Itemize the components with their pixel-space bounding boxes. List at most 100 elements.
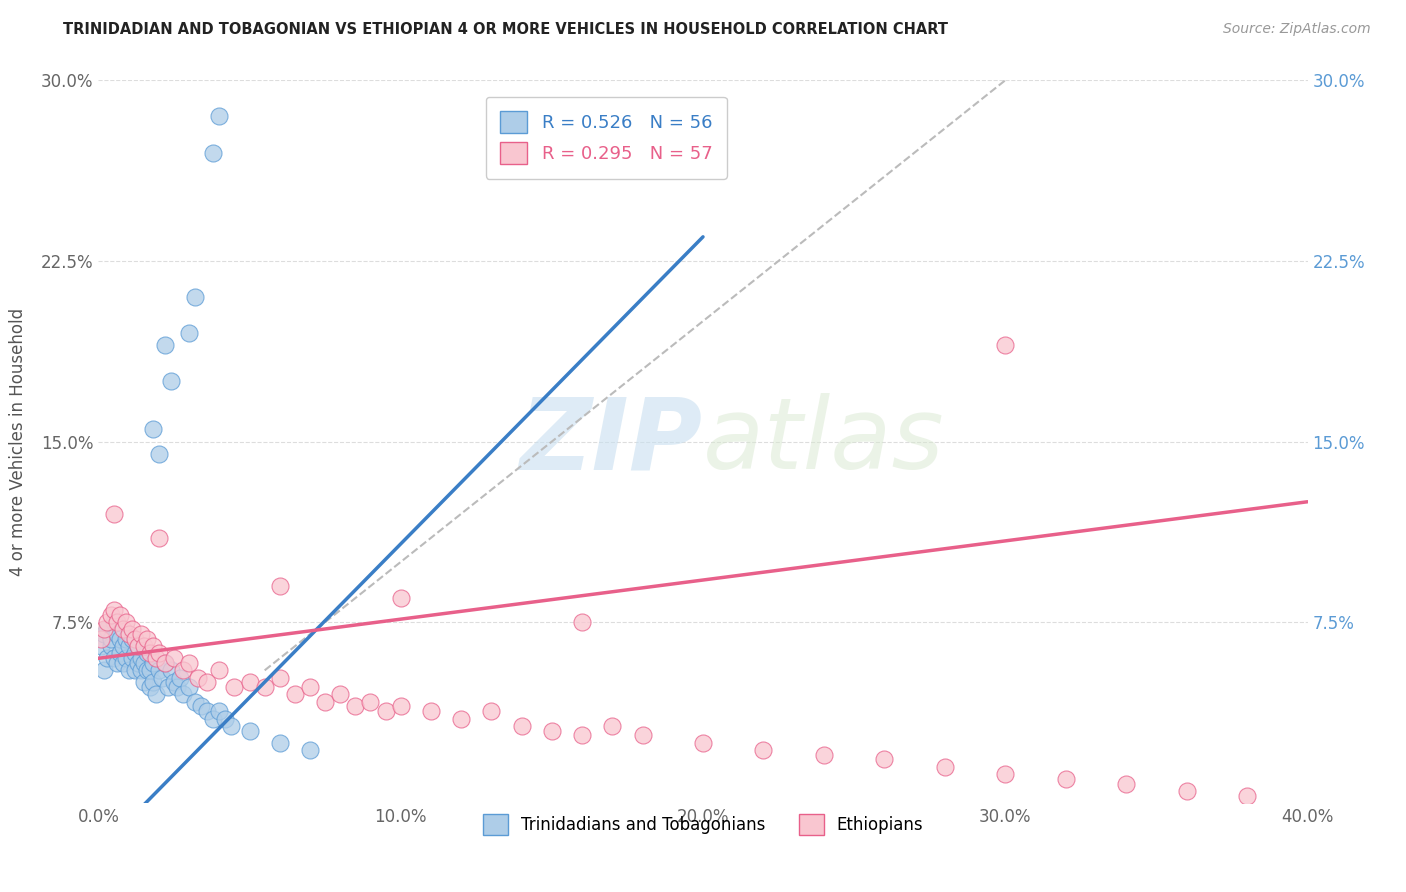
Point <box>103 603 125 617</box>
Point <box>153 656 176 670</box>
Point <box>389 699 412 714</box>
Point <box>813 747 835 762</box>
Point <box>118 639 141 653</box>
Point <box>202 712 225 726</box>
Point <box>224 680 246 694</box>
Point <box>96 651 118 665</box>
Point <box>239 675 262 690</box>
Point <box>103 651 125 665</box>
Point <box>360 695 382 709</box>
Text: atlas: atlas <box>703 393 945 490</box>
Point <box>752 743 775 757</box>
Point <box>299 743 322 757</box>
Point <box>284 687 307 701</box>
Point <box>172 687 194 701</box>
Point <box>1054 772 1077 786</box>
Point <box>156 680 179 694</box>
Point <box>108 647 131 661</box>
Point <box>127 639 149 653</box>
Point <box>420 704 443 718</box>
Point <box>121 623 143 637</box>
Point <box>132 656 155 670</box>
Point <box>129 651 152 665</box>
Point <box>208 109 231 123</box>
Point <box>114 632 136 646</box>
Point <box>124 632 146 646</box>
Point <box>450 712 472 726</box>
Text: ZIP: ZIP <box>520 393 703 490</box>
Point <box>184 695 207 709</box>
Point <box>169 671 191 685</box>
Point <box>190 699 212 714</box>
Point <box>96 615 118 630</box>
Point <box>571 728 593 742</box>
Point <box>510 719 533 733</box>
Point <box>150 671 173 685</box>
Point <box>602 719 624 733</box>
Point <box>269 735 291 749</box>
Point <box>1115 776 1137 790</box>
Point <box>145 687 167 701</box>
Point <box>179 656 201 670</box>
Point <box>93 664 115 678</box>
Point <box>124 647 146 661</box>
Point <box>374 704 396 718</box>
Point <box>103 615 125 630</box>
Point <box>124 664 146 678</box>
Point <box>153 338 176 352</box>
Point <box>105 627 128 641</box>
Point <box>114 615 136 630</box>
Point <box>135 632 157 646</box>
Point <box>93 627 115 641</box>
Point <box>111 623 134 637</box>
Point <box>142 639 165 653</box>
Point <box>127 656 149 670</box>
Point <box>139 664 162 678</box>
Point <box>269 671 291 685</box>
Point <box>160 664 183 678</box>
Point <box>148 664 170 678</box>
Point <box>108 607 131 622</box>
Point <box>105 615 128 630</box>
Point <box>139 647 162 661</box>
Point <box>118 627 141 641</box>
Point <box>163 675 186 690</box>
Point <box>142 675 165 690</box>
Point <box>195 675 218 690</box>
Point <box>108 632 131 646</box>
Point <box>103 507 125 521</box>
Point <box>148 531 170 545</box>
Point <box>121 651 143 665</box>
Point <box>253 680 276 694</box>
Point <box>142 656 165 670</box>
Point <box>148 647 170 661</box>
Point <box>100 632 122 646</box>
Point <box>96 623 118 637</box>
Point <box>299 680 322 694</box>
Point <box>184 290 207 304</box>
Point <box>179 680 201 694</box>
Point <box>195 704 218 718</box>
Point <box>135 647 157 661</box>
Point <box>132 639 155 653</box>
Point <box>142 422 165 436</box>
Point <box>114 651 136 665</box>
Point <box>571 615 593 630</box>
Point <box>208 664 231 678</box>
Point <box>873 752 896 766</box>
Point <box>118 664 141 678</box>
Legend: Trinidadians and Tobagonians, Ethiopians: Trinidadians and Tobagonians, Ethiopians <box>475 808 931 841</box>
Point <box>481 704 503 718</box>
Point <box>172 664 194 678</box>
Point <box>153 656 176 670</box>
Point <box>994 338 1017 352</box>
Point <box>100 607 122 622</box>
Point <box>269 579 291 593</box>
Point <box>631 728 654 742</box>
Point <box>111 656 134 670</box>
Text: Source: ZipAtlas.com: Source: ZipAtlas.com <box>1223 22 1371 37</box>
Point <box>389 591 412 605</box>
Point <box>135 664 157 678</box>
Point <box>934 760 956 774</box>
Point <box>329 687 352 701</box>
